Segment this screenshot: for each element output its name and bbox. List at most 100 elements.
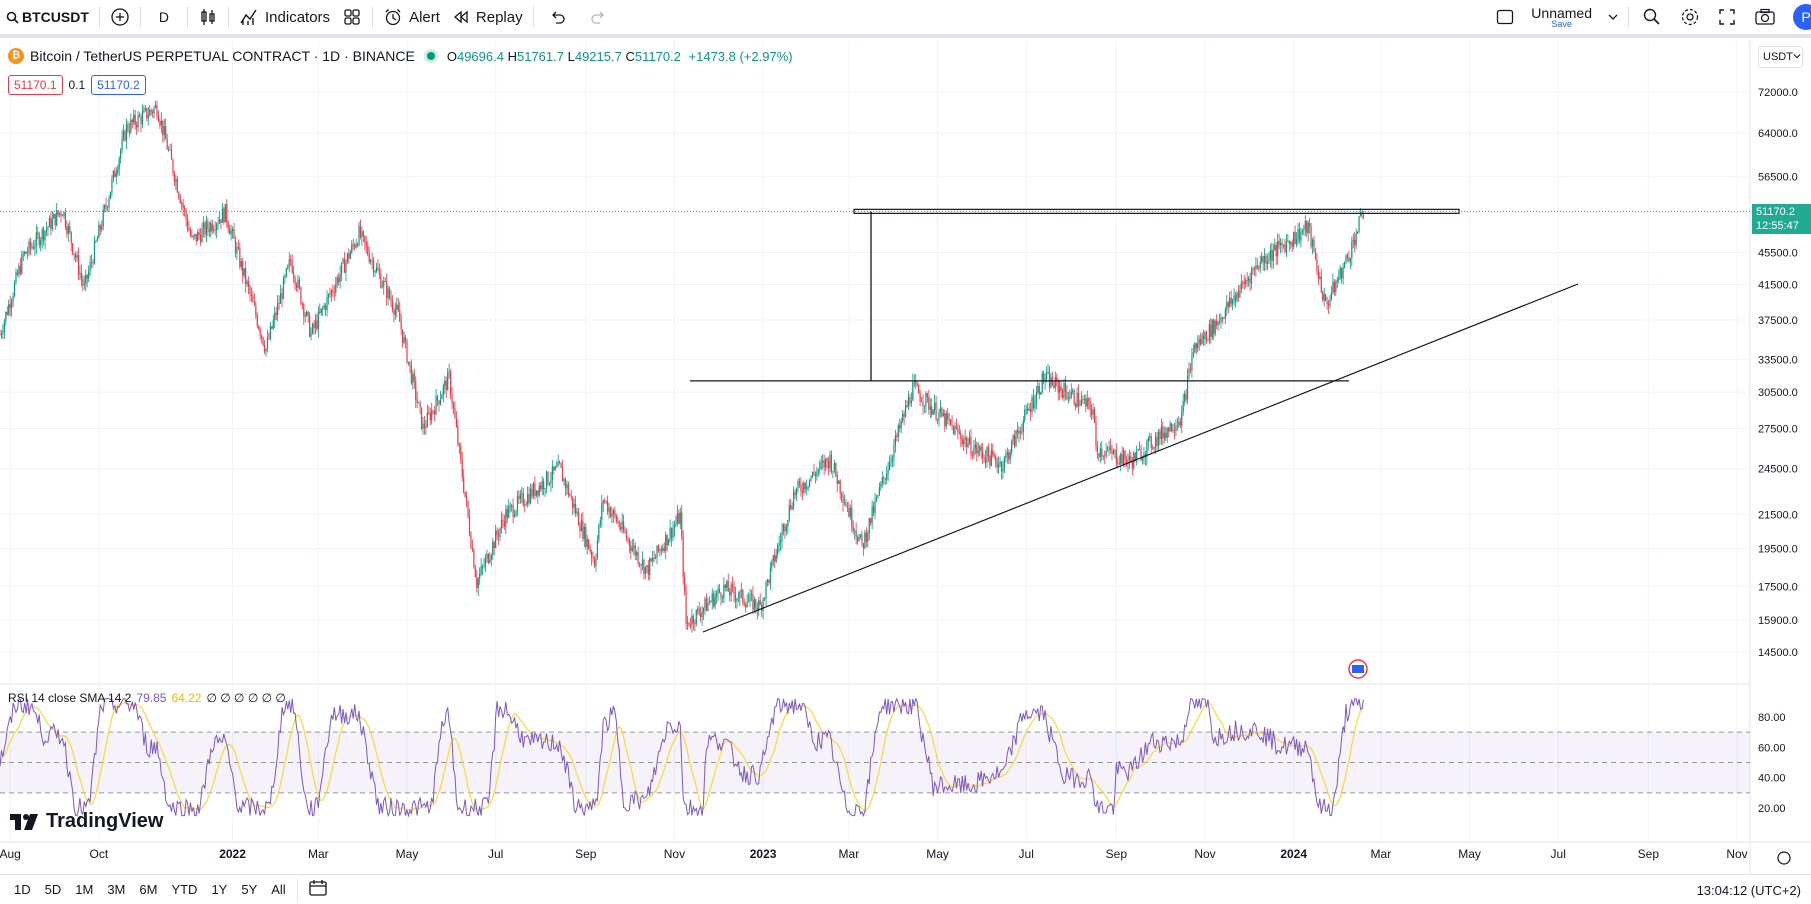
candle-body bbox=[934, 402, 936, 411]
candle-body bbox=[1115, 450, 1117, 463]
candle-body bbox=[1107, 450, 1109, 452]
candle-body bbox=[1173, 430, 1176, 432]
candle-body bbox=[98, 225, 100, 239]
clock[interactable]: 13:04:12 (UTC+2) bbox=[1696, 883, 1801, 898]
templates-button[interactable] bbox=[336, 0, 368, 34]
candle-body bbox=[480, 566, 482, 574]
candle-body bbox=[444, 380, 446, 386]
layout-name-menu[interactable]: Unnamed Save bbox=[1521, 0, 1602, 34]
candle-body bbox=[775, 554, 777, 562]
snapshot-button[interactable] bbox=[1745, 0, 1785, 34]
candle-body bbox=[1278, 241, 1280, 245]
symbol-search[interactable]: BTCUSDT bbox=[0, 0, 95, 34]
candle-body bbox=[397, 304, 399, 311]
candle-body bbox=[1287, 241, 1289, 243]
candle-body bbox=[1096, 445, 1099, 454]
candle-body bbox=[54, 213, 56, 226]
candles bbox=[0, 100, 1365, 633]
fullscreen-button[interactable] bbox=[1709, 0, 1745, 34]
replay-button[interactable]: Replay bbox=[446, 0, 529, 34]
candle-body bbox=[439, 399, 442, 405]
sell-button[interactable]: 51170.1 bbox=[8, 75, 63, 95]
alert-button[interactable]: Alert bbox=[377, 0, 446, 34]
period-1y[interactable]: 1Y bbox=[211, 882, 228, 897]
candle-body bbox=[428, 412, 430, 414]
candle-body bbox=[1293, 231, 1295, 247]
candle-body bbox=[686, 622, 689, 624]
candle-body bbox=[1109, 446, 1112, 451]
candle-body bbox=[798, 481, 801, 485]
price-tick-label: 14500.0 bbox=[1758, 647, 1798, 659]
candle-body bbox=[1236, 292, 1238, 302]
candle-body bbox=[1088, 398, 1090, 402]
quick-search-button[interactable] bbox=[1633, 0, 1671, 34]
candle-body bbox=[1038, 385, 1040, 395]
candle-body bbox=[887, 470, 889, 474]
candle-body bbox=[657, 545, 660, 552]
calendar-icon[interactable] bbox=[308, 879, 328, 900]
currency-select[interactable]: USDT bbox=[1758, 46, 1803, 68]
user-avatar[interactable]: P bbox=[1793, 4, 1811, 30]
candle-body bbox=[239, 248, 241, 268]
candle-body bbox=[827, 461, 830, 469]
candle-body bbox=[582, 520, 584, 539]
candle-body bbox=[28, 241, 30, 253]
period-all[interactable]: All bbox=[271, 882, 286, 897]
indicators-button[interactable]: Indicators bbox=[233, 0, 336, 34]
layout-dropdown[interactable] bbox=[1602, 0, 1624, 34]
candle-body bbox=[627, 538, 629, 539]
undo-button[interactable] bbox=[538, 0, 578, 34]
redo-button[interactable] bbox=[578, 0, 618, 34]
period-3m[interactable]: 3M bbox=[107, 882, 126, 897]
price-tick-label: 24500.0 bbox=[1758, 464, 1798, 476]
interval-button[interactable]: D bbox=[145, 0, 183, 34]
candle-body bbox=[301, 303, 303, 305]
compare-button[interactable] bbox=[104, 0, 136, 34]
symbol-title[interactable]: Bitcoin / TetherUS PERPETUAL CONTRACT · … bbox=[30, 48, 415, 64]
candle-body bbox=[335, 284, 337, 293]
candle-body bbox=[1028, 408, 1030, 411]
low-label: L bbox=[567, 48, 575, 64]
candle-body bbox=[214, 229, 216, 231]
candle-body bbox=[336, 277, 338, 285]
rsi-legend[interactable]: RSI 14 close SMA 14 2 79.85 64.22 ∅ ∅ ∅ … bbox=[8, 691, 286, 705]
candle-body bbox=[434, 410, 436, 415]
candle-body bbox=[82, 278, 84, 285]
candle-body bbox=[420, 407, 423, 429]
candle-body bbox=[1130, 455, 1132, 462]
candle-body bbox=[925, 393, 927, 406]
candle-body bbox=[684, 576, 686, 591]
candle-body bbox=[1355, 233, 1357, 246]
layout-toggle[interactable] bbox=[1489, 0, 1521, 34]
period-1m[interactable]: 1M bbox=[75, 882, 94, 897]
period-5d[interactable]: 5D bbox=[44, 882, 62, 897]
period-6m[interactable]: 6M bbox=[139, 882, 158, 897]
candle-body bbox=[31, 246, 33, 248]
candle-body bbox=[522, 493, 524, 506]
candle-body bbox=[963, 440, 965, 445]
candle-body bbox=[772, 555, 774, 561]
candle-body bbox=[710, 601, 712, 603]
period-ytd[interactable]: YTD bbox=[171, 882, 198, 897]
candle-body bbox=[1179, 421, 1181, 426]
period-1d[interactable]: 1D bbox=[14, 882, 31, 897]
symbol-legend: ₿ Bitcoin / TetherUS PERPETUAL CONTRACT … bbox=[8, 48, 793, 64]
price-tick-label: 19500.0 bbox=[1758, 543, 1798, 555]
settings-button[interactable] bbox=[1671, 0, 1709, 34]
candle-body bbox=[637, 552, 639, 564]
candle-body bbox=[843, 502, 846, 504]
market-status-dot[interactable] bbox=[426, 52, 435, 60]
candle-body bbox=[1063, 383, 1065, 398]
candle-body bbox=[525, 503, 527, 506]
chart-type-button[interactable] bbox=[192, 0, 224, 34]
buy-button[interactable]: 51170.2 bbox=[91, 75, 146, 95]
candle-body bbox=[561, 467, 564, 482]
candle-body bbox=[784, 524, 786, 532]
tradingview-logo-icon bbox=[10, 813, 38, 830]
tradingview-logo[interactable]: TradingView bbox=[10, 810, 163, 833]
alarm-clock-icon bbox=[383, 7, 403, 27]
candle-body bbox=[697, 608, 699, 610]
period-5y[interactable]: 5Y bbox=[241, 882, 258, 897]
candle-body bbox=[92, 261, 94, 264]
